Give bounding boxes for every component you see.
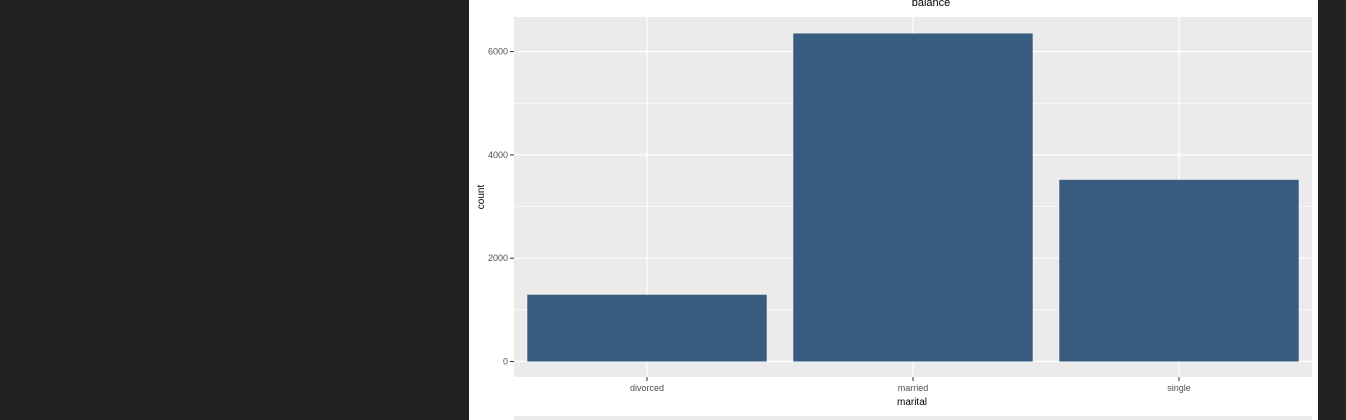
x-tick-label: married [898, 383, 929, 393]
bar-chart: balance 0 2000 4000 6000 divorced married sin… [476, 0, 1312, 408]
y-axis-label: count [476, 185, 487, 210]
bar-married [793, 33, 1033, 362]
x-tick-label: divorced [630, 383, 664, 393]
y-tick-label: 4000 [488, 150, 508, 160]
plot-panel: balance 0 2000 4000 6000 divorced married sin… [469, 0, 1318, 420]
chart-title: balance [912, 0, 951, 9]
y-tick-label: 0 [503, 357, 508, 367]
right-strip [1318, 0, 1346, 420]
x-axis-label: marital [897, 397, 927, 408]
bar-single [1059, 179, 1299, 362]
left-pane [0, 0, 469, 420]
bar-divorced [527, 294, 767, 362]
x-axis: divorced married single [630, 377, 1191, 393]
y-axis: 0 2000 4000 6000 [488, 47, 514, 367]
next-plot-strip [514, 416, 1312, 420]
y-tick-label: 2000 [488, 253, 508, 263]
y-tick-label: 6000 [488, 47, 508, 57]
x-tick-label: single [1167, 383, 1191, 393]
bars [527, 33, 1299, 362]
